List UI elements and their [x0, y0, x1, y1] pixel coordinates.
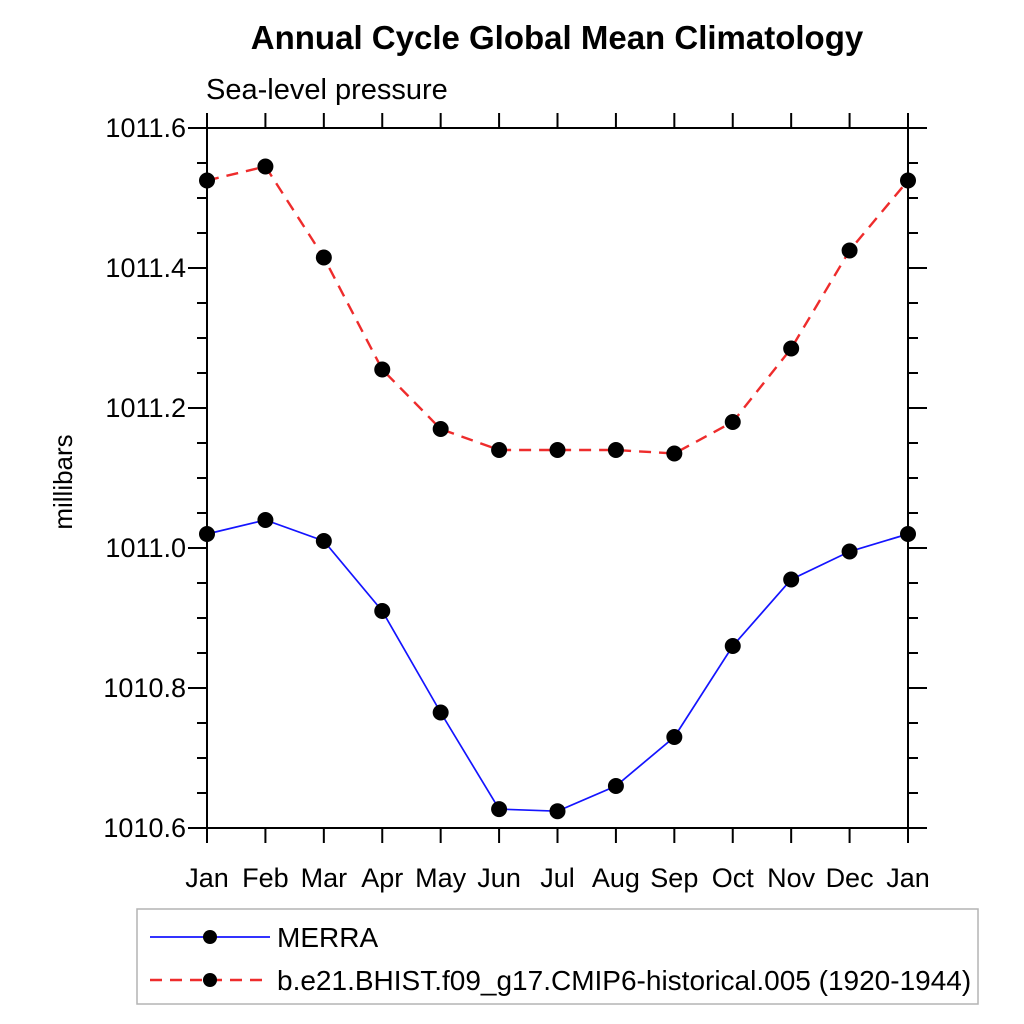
legend-samples	[136, 908, 979, 1005]
data-point-marker	[315, 533, 332, 549]
x-tick-label: Aug	[592, 863, 640, 893]
data-point-marker	[841, 242, 858, 259]
chart-title: Annual Cycle Global Mean Climatology	[251, 19, 864, 56]
chart-subtitle: Sea-level pressure	[206, 74, 448, 106]
x-tick-label: Jun	[477, 863, 521, 893]
y-tick-label: 1011.0	[105, 533, 186, 563]
legend-sample-marker	[203, 973, 217, 987]
data-point-marker	[666, 729, 683, 745]
y-tick-label: 1011.6	[105, 113, 186, 143]
data-point-marker	[199, 172, 215, 189]
y-axis-label: millibars	[48, 434, 78, 529]
data-point-marker	[783, 340, 800, 357]
x-tick-label: Nov	[767, 863, 816, 893]
data-point-marker	[549, 803, 566, 820]
legend-label-merra: MERRA	[277, 922, 378, 953]
legend-sample-marker	[203, 930, 217, 944]
data-point-marker	[374, 361, 391, 378]
data-point-marker	[607, 442, 624, 458]
data-point-marker	[900, 526, 916, 542]
x-tick-label: May	[415, 863, 467, 893]
axes-layer: 1010.6 1010.8 1011.0 1011.2 1011.4 1011.6 Jan F…	[103, 113, 930, 893]
data-point-marker	[841, 543, 858, 560]
data-point-marker	[724, 638, 741, 654]
data-point-marker	[315, 249, 332, 266]
data-point-marker	[607, 778, 624, 794]
y-tick-label: 1011.2	[105, 393, 186, 423]
data-point-marker	[491, 801, 508, 818]
x-tick-label: Jan	[886, 863, 930, 893]
data-point-marker	[432, 421, 449, 437]
x-tick-label: Jan	[185, 863, 229, 893]
legend-box	[136, 908, 979, 1005]
x-tick-label: Oct	[712, 863, 755, 893]
x-tick-label: Dec	[826, 863, 874, 893]
plot-frame	[206, 127, 909, 829]
data-point-marker	[666, 445, 683, 462]
y-tick-label: 1010.6	[103, 813, 186, 843]
data-point-marker	[374, 603, 391, 619]
data-point-marker	[549, 442, 566, 458]
data-point-marker	[432, 704, 449, 721]
legend: MERRA b.e21.BHIST.f09_g17.CMIP6-historic…	[136, 908, 979, 1005]
data-point-marker	[900, 172, 916, 189]
data-point-marker	[491, 442, 508, 458]
data-point-marker	[199, 526, 215, 542]
x-tick-label: Sep	[650, 863, 698, 893]
x-tick-label: Apr	[361, 863, 403, 893]
data-point-marker	[724, 414, 741, 430]
y-tick-label: 1011.4	[105, 253, 186, 283]
data-point-marker	[257, 158, 274, 175]
legend-label-model: b.e21.BHIST.f09_g17.CMIP6-historical.005…	[277, 965, 971, 996]
series-layer	[199, 158, 916, 820]
y-tick-label: 1010.8	[103, 673, 186, 703]
x-tick-label: Mar	[301, 863, 348, 893]
data-point-marker	[783, 571, 800, 588]
x-tick-label: Feb	[242, 863, 289, 893]
series-line-model	[206, 165, 909, 455]
series-line-merra	[206, 519, 909, 813]
data-point-marker	[257, 512, 274, 528]
x-tick-label: Jul	[540, 863, 575, 893]
